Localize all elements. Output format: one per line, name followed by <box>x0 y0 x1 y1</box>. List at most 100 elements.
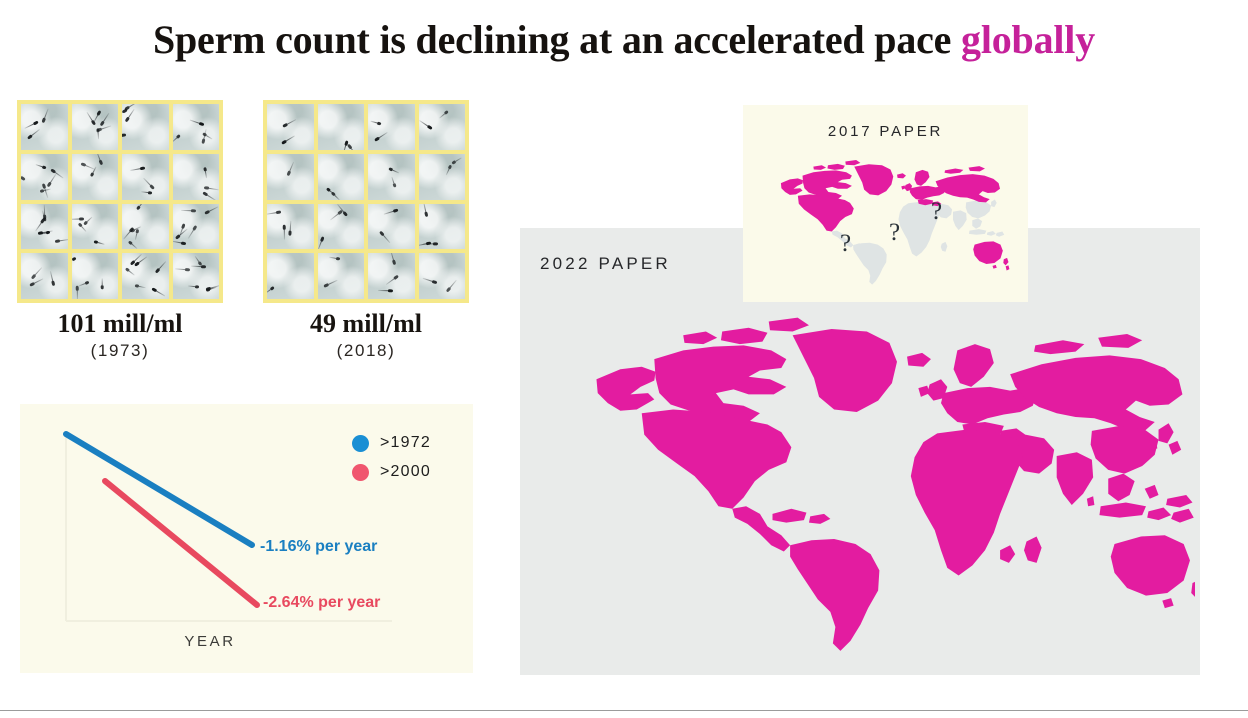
sperm-cell-icon <box>203 166 207 171</box>
sperm-cell-icon <box>122 132 126 137</box>
sperm-cell-icon <box>85 281 90 286</box>
sample-year-2018: (2018) <box>336 341 396 361</box>
page-title-accent: globally <box>961 17 1096 62</box>
sperm-cell-icon <box>346 143 353 150</box>
microscope-cell <box>317 153 364 200</box>
sperm-cell-icon <box>204 185 210 190</box>
sperm-cell-icon <box>39 189 44 193</box>
sperm-cell-icon <box>124 267 130 272</box>
sperm-cell-icon <box>393 274 400 280</box>
sperm-cell-icon <box>140 166 146 171</box>
legend-item-1972[interactable]: >1972 <box>352 434 431 452</box>
microscope-cell <box>122 203 169 250</box>
legend-label-1972: >1972 <box>380 434 431 451</box>
sperm-cell-icon <box>319 236 325 243</box>
microscope-cell <box>21 253 68 299</box>
microscope-cell <box>21 104 68 150</box>
sperm-cell-icon <box>134 284 139 288</box>
legend-item-2000[interactable]: >2000 <box>352 463 431 481</box>
bottom-divider <box>0 710 1248 711</box>
sperm-cell-icon <box>80 162 87 168</box>
microscope-cell <box>172 104 219 150</box>
sperm-cell-icon <box>154 267 161 274</box>
sample-value-2018: 49 mill/ml <box>310 309 422 338</box>
sperm-cell-icon <box>122 108 128 114</box>
sperm-cell-icon <box>176 134 181 140</box>
microscope-cell <box>368 203 415 250</box>
world-map-2017-covered-landmass <box>780 160 1010 271</box>
sperm-cell-icon <box>100 285 104 289</box>
microscope-cell <box>418 104 465 150</box>
world-map-2017 <box>780 160 1010 285</box>
sperm-cell-icon <box>287 230 292 236</box>
microscope-cell <box>267 104 314 150</box>
microscope-cell <box>368 153 415 200</box>
sperm-cell-icon <box>78 216 84 221</box>
sperm-cell-icon <box>83 220 88 226</box>
sperm-cell-icon <box>151 286 158 293</box>
sperm-cell-icon <box>387 288 393 292</box>
microscope-cell <box>21 203 68 250</box>
sperm-cell-icon <box>270 286 275 291</box>
microscope-cell <box>172 153 219 200</box>
microscope-cell <box>71 104 118 150</box>
map-panel-2017: 2017 PAPER <box>743 105 1028 302</box>
microscope-cell <box>122 153 169 200</box>
sperm-cell-icon <box>377 122 382 126</box>
sperm-cell-icon <box>149 183 156 190</box>
sperm-cell-icon <box>185 267 191 272</box>
series-line-2000 <box>102 478 260 608</box>
sperm-cell-icon <box>135 206 141 211</box>
sperm-cell-icon <box>26 133 33 140</box>
decline-rate-chart: >1972 >2000 -1.16% per year -2.64% per y… <box>20 404 473 673</box>
map-panel-2022: 2022 PAPER <box>520 228 1200 675</box>
sperm-cell-icon <box>91 119 97 126</box>
sperm-cell-icon <box>392 259 398 266</box>
sperm-cell-icon <box>90 172 95 178</box>
microscope-cell <box>172 203 219 250</box>
sperm-cell-icon <box>32 120 39 126</box>
sperm-cell-icon <box>202 191 209 197</box>
sperm-cell-icon <box>201 265 207 269</box>
legend-dot-red <box>352 463 369 481</box>
sperm-cell-icon <box>373 136 380 142</box>
sperm-cell-icon <box>21 175 27 182</box>
sperm-cell-icon <box>93 239 98 244</box>
sperm-cell-icon <box>191 225 198 232</box>
sperm-cell-icon <box>99 120 106 127</box>
sperm-cell-icon <box>77 222 83 227</box>
sperm-cell-icon <box>37 230 44 236</box>
sperm-cell-icon <box>50 280 56 286</box>
world-map-2022 <box>596 317 1195 651</box>
series-line-1972 <box>63 431 255 548</box>
sperm-cell-icon <box>392 183 396 188</box>
legend-label-2000: >2000 <box>380 463 431 480</box>
microscope-cell <box>122 253 169 299</box>
sperm-cell-icon <box>98 159 104 166</box>
sperm-cell-icon <box>202 132 207 137</box>
chart-x-axis-label: YEAR <box>184 633 236 650</box>
map-2022-title: 2022 PAPER <box>540 254 671 273</box>
sperm-cell-icon <box>392 208 399 214</box>
sperm-cell-icon <box>75 285 79 292</box>
sample-value-1973: 101 mill/ml <box>57 309 183 338</box>
sperm-cell-icon <box>30 274 37 281</box>
sperm-cell-icon <box>72 257 77 262</box>
sperm-cell-icon <box>29 281 36 287</box>
sperm-cell-icon <box>433 241 439 246</box>
sperm-cell-icon <box>201 138 206 144</box>
sperm-cell-icon <box>43 214 47 220</box>
sample-year-1973: (1973) <box>90 341 150 361</box>
sperm-cell-icon <box>282 122 289 129</box>
sample-caption-1973: 101 mill/ml (1973) <box>17 310 223 361</box>
sperm-cell-icon <box>195 285 200 289</box>
microscope-cell <box>418 253 465 299</box>
microscope-grid-2018 <box>263 100 469 303</box>
microscope-cell <box>71 203 118 250</box>
microscope-cell <box>317 253 364 299</box>
sperm-cell-icon <box>336 256 341 261</box>
sperm-cell-icon <box>41 117 47 124</box>
question-mark-africa: ? <box>889 219 901 246</box>
sperm-cell-icon <box>282 224 286 230</box>
microscope-cell <box>21 153 68 200</box>
